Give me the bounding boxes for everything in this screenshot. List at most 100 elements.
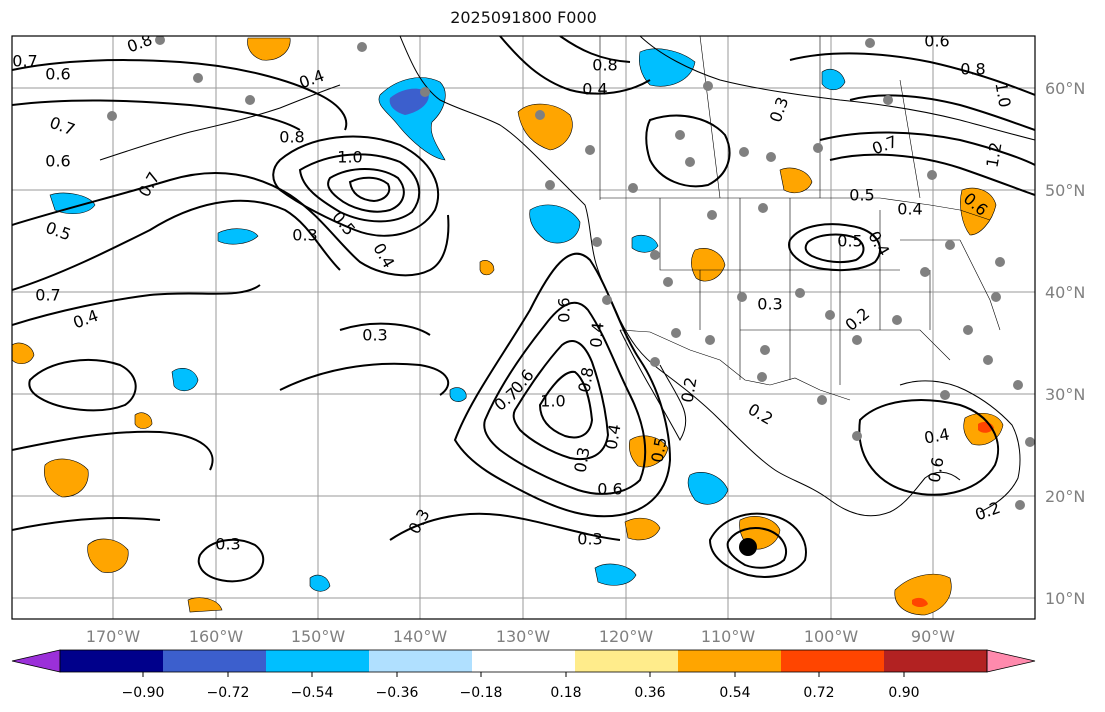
contour-ne-2 [829, 153, 1035, 196]
station-dot [995, 257, 1005, 267]
contour-central-1 [279, 362, 450, 396]
station-dot [245, 95, 255, 105]
colorbar-outline [59, 649, 988, 673]
contour-low-3 [327, 168, 405, 213]
contour-label: 0.6 [555, 297, 574, 322]
colorbar-segment [678, 650, 782, 672]
contour-label: 0.5 [647, 436, 670, 464]
contour-canada-low-2 [804, 233, 865, 264]
station-dot [193, 73, 203, 83]
contour-label: 0.4 [586, 321, 607, 348]
shade-blue-coast [529, 204, 581, 244]
contour-gulf-1 [858, 399, 1000, 496]
coastline-alaska [399, 36, 961, 517]
longitude-label: 150°W [291, 627, 346, 646]
colorbar-segment [60, 650, 164, 672]
contour-west-1 [28, 359, 137, 412]
station-dot [945, 240, 955, 250]
longitude-label: 120°W [599, 627, 654, 646]
contour-storm-1 [708, 512, 807, 578]
contour-label: 0.6 [45, 152, 70, 171]
anomaly-shading [12, 37, 1004, 616]
contour-label: 0.3 [292, 226, 317, 245]
colorbar-segment [472, 650, 576, 672]
shade-orange-coast [517, 103, 573, 151]
colorbar-tick-label: 0.36 [634, 685, 665, 701]
station-dot [940, 390, 950, 400]
station-dot [675, 130, 685, 140]
longitude-label: 100°W [804, 627, 859, 646]
border-state-2 [739, 198, 841, 385]
contour-label: 0.2 [677, 376, 700, 404]
station-dot [650, 250, 660, 260]
contour-low-baja-1 [453, 252, 672, 518]
colorbar-tick-label: −0.18 [460, 685, 503, 701]
contour-label: 1.0 [540, 392, 565, 411]
station-dot [737, 292, 747, 302]
border-state-1 [659, 198, 701, 330]
station-dot [155, 36, 165, 45]
contour-trough-1 [12, 171, 450, 277]
shade-blue-hawaii [171, 367, 199, 392]
shade-orange-carib [894, 574, 952, 616]
station-dot [1025, 437, 1035, 447]
contour-label: 0.3 [215, 535, 240, 554]
station-dot [813, 143, 823, 153]
station-dot [107, 111, 117, 121]
station-dot [1013, 380, 1023, 390]
colorbar-tick-label: −0.90 [122, 685, 165, 701]
station-dot [663, 277, 673, 287]
longitude-label: 110°W [701, 627, 756, 646]
station-dot [927, 170, 937, 180]
contour-label: 0.6 [597, 480, 622, 499]
latitude-label: 60°N [1045, 79, 1085, 98]
colorbar-extend-right [986, 649, 1036, 673]
colorbar-segment [369, 650, 473, 672]
shade-orange-left [12, 342, 35, 364]
station-dot [817, 395, 827, 405]
contour-label: 0.3 [577, 530, 602, 549]
contour-label: 0.4 [897, 200, 922, 219]
station-dot [592, 237, 602, 247]
contour-label: 0.3 [757, 295, 782, 314]
shade-orange-small2 [134, 412, 153, 429]
contour-trough-3 [12, 284, 261, 326]
contours [12, 36, 1035, 583]
contour-low-4 [348, 176, 391, 203]
station-dot [707, 210, 717, 220]
shade-blue-canada [639, 48, 696, 87]
station-dot [758, 203, 768, 213]
latitude-label: 20°N [1045, 487, 1085, 506]
longitude-label: 90°W [911, 627, 955, 646]
contour-label: 1.2 [982, 141, 1005, 169]
station-dot [602, 295, 612, 305]
contour-pacific-north-1 [12, 59, 348, 131]
shade-blue-strip [217, 228, 259, 245]
coastline-canada-east [639, 36, 1035, 141]
coastline-baja [619, 329, 687, 442]
colorbar-segment [575, 650, 679, 672]
contour-ne-3 [789, 52, 1035, 96]
station-dot [545, 180, 555, 190]
shade-red-carib [912, 597, 928, 607]
contour-label: 0.6 [924, 32, 949, 51]
station-dot [703, 81, 713, 91]
shade-blue-midpac [49, 192, 96, 214]
contour-sw-2 [12, 517, 161, 531]
latitude-label: 30°N [1045, 385, 1085, 404]
station-dot [760, 345, 770, 355]
colorbar-segment [884, 650, 988, 672]
contour-labels: 0.80.70.6 0.40.70.60.81.00.70.5 0.3 0.50.40… [12, 32, 1014, 554]
contour-low-baja-4 [538, 370, 594, 439]
shade-orange-west3 [187, 597, 223, 613]
contour-west-2 [12, 430, 214, 471]
contour-central-2 [339, 322, 431, 336]
longitude-label: 130°W [496, 627, 551, 646]
contour-label: 0.8 [592, 56, 617, 75]
contour-ne-1 [819, 131, 1035, 166]
coastline-gulf [899, 380, 1021, 513]
contour-label: 1.0 [337, 148, 362, 167]
shade-blue-small4 [309, 574, 331, 592]
contour-label: 1.0 [991, 81, 1014, 109]
